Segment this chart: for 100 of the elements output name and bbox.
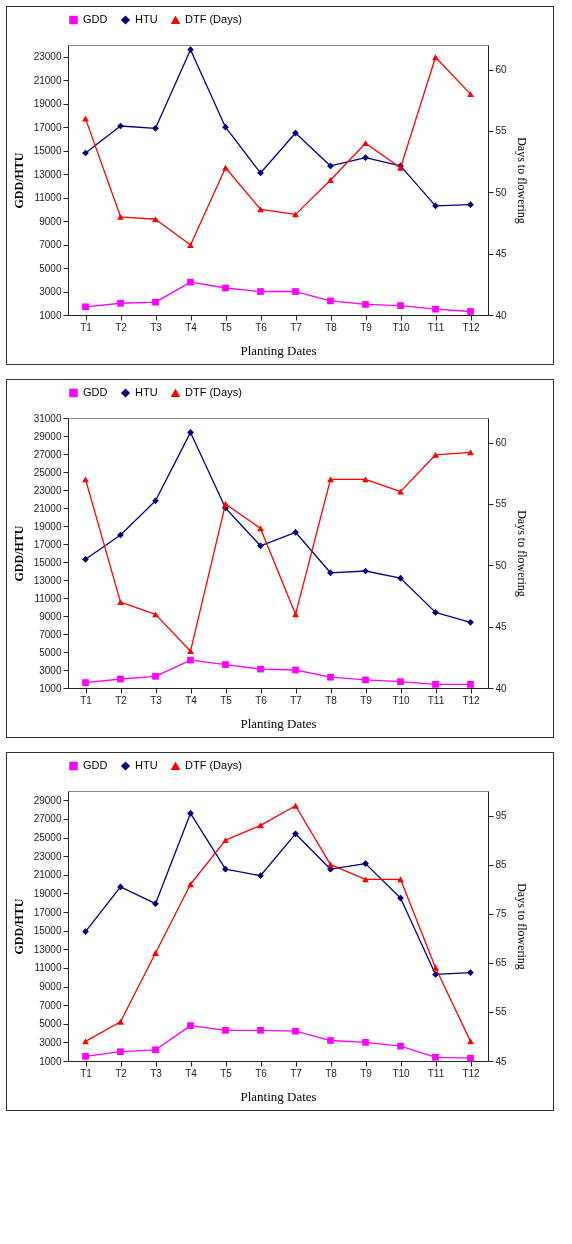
y-tick-label: 17000	[33, 121, 62, 133]
point	[432, 609, 439, 616]
y-tick-label: 21000	[33, 74, 62, 86]
y2-axis-title: Days to flowering	[514, 883, 529, 970]
x-tick-label: T5	[220, 321, 233, 333]
x-tick-label: T5	[220, 694, 233, 706]
y-tick-label: 29000	[33, 430, 62, 442]
x-tick-label: T2	[115, 694, 128, 706]
x-tick-label: T9	[360, 694, 373, 706]
x-tick-label: T8	[325, 321, 338, 333]
y-tick-label: 9000	[39, 981, 62, 993]
y2-axis-title: Days to flowering	[514, 137, 529, 224]
y-tick-label: 15000	[33, 145, 62, 157]
y-tick-label: 13000	[33, 168, 62, 180]
x-tick-label: T3	[150, 694, 163, 706]
legend-label: HTU	[135, 385, 158, 398]
y-tick-label: 19000	[33, 98, 62, 110]
y2-tick-label: 60	[495, 437, 508, 449]
y-tick-label: 21000	[33, 869, 62, 881]
y-axis-title: GDD/HTU	[11, 152, 26, 209]
x-tick-label: T11	[427, 694, 445, 706]
y2-tick-label: 50	[495, 186, 508, 198]
point	[397, 302, 404, 309]
x-tick-label: T1	[80, 1067, 93, 1079]
y-tick-label: 5000	[39, 262, 62, 274]
y-tick-label: 7000	[39, 628, 62, 640]
y-tick-label: 1000	[39, 1055, 62, 1067]
legend-label: HTU	[135, 12, 158, 25]
x-tick-label: T1	[80, 321, 93, 333]
y-tick-label: 23000	[33, 51, 62, 63]
y-tick-label: 11000	[34, 962, 62, 974]
y-tick-label: 31000	[33, 412, 62, 424]
y-tick-label: 19000	[33, 520, 62, 532]
y-tick-label: 5000	[39, 646, 62, 658]
x-tick-label: T7	[290, 694, 303, 706]
y-tick-label: 17000	[33, 538, 62, 550]
y-tick-label: 11000	[34, 592, 62, 604]
x-axis-title: Planting Dates	[240, 715, 317, 731]
y-tick-label: 13000	[33, 574, 62, 586]
y-tick-label: 19000	[33, 887, 62, 899]
x-tick-label: T6	[255, 321, 268, 333]
y-tick-label: 7000	[39, 239, 62, 251]
point	[82, 1052, 89, 1060]
x-axis-title: Planting Dates	[240, 342, 317, 358]
legend-label: HTU	[135, 758, 158, 771]
x-tick-label: T4	[185, 1067, 198, 1079]
x-tick-label: T11	[427, 321, 445, 333]
point	[362, 1039, 369, 1046]
y-tick-label: 17000	[33, 906, 62, 918]
y-tick-label: 9000	[39, 610, 62, 622]
y2-tick-label: 75	[495, 908, 508, 920]
y-tick-label: 1000	[39, 682, 62, 694]
point	[117, 599, 124, 605]
point	[362, 301, 369, 308]
point	[292, 288, 299, 295]
point	[327, 1037, 334, 1044]
x-tick-label: T10	[392, 694, 411, 706]
y2-tick-label: 50	[495, 559, 508, 571]
y-tick-label: 13000	[33, 943, 62, 955]
y-tick-label: 3000	[39, 286, 62, 298]
y-tick-label: 25000	[33, 832, 62, 844]
y-tick-label: 3000	[39, 1036, 62, 1048]
x-axis-title: Planting Dates	[240, 1088, 317, 1104]
y2-tick-label: 55	[495, 1006, 508, 1018]
legend-label: GDD	[83, 758, 108, 771]
x-tick-label: T8	[325, 1067, 338, 1079]
x-tick-label: T9	[360, 321, 373, 333]
point	[222, 837, 229, 843]
point	[187, 429, 194, 436]
x-tick-label: T1	[80, 694, 93, 706]
point	[82, 928, 89, 935]
point	[467, 308, 474, 315]
legend-label: DTF (Days)	[185, 13, 242, 26]
legend-label: GDD	[83, 12, 108, 25]
point	[152, 124, 159, 132]
point	[222, 661, 229, 668]
y2-axis-title: Days to flowering	[514, 510, 529, 597]
y-tick-label: 15000	[33, 925, 62, 937]
y-tick-label: 27000	[33, 813, 62, 825]
y2-tick-label: 40	[495, 682, 508, 694]
point	[432, 971, 439, 978]
x-tick-label: T4	[185, 321, 198, 333]
point	[467, 201, 474, 209]
point	[187, 809, 194, 817]
y2-tick-label: 60	[495, 64, 508, 76]
x-tick-label: T3	[150, 321, 163, 333]
point	[362, 860, 369, 867]
point	[187, 242, 194, 248]
y2-tick-label: 55	[495, 125, 508, 137]
point	[467, 969, 474, 976]
point	[222, 501, 229, 507]
y-axis-title: GDD/HTU	[11, 898, 26, 955]
y-axis-title: GDD/HTU	[11, 525, 26, 582]
y2-tick-label: 45	[495, 621, 508, 633]
y2-tick-label: 45	[495, 1055, 508, 1067]
y-tick-label: 15000	[33, 556, 62, 568]
y-tick-label: 25000	[33, 466, 62, 478]
y2-tick-label: 85	[495, 859, 508, 871]
point	[467, 91, 474, 97]
point	[257, 288, 264, 295]
